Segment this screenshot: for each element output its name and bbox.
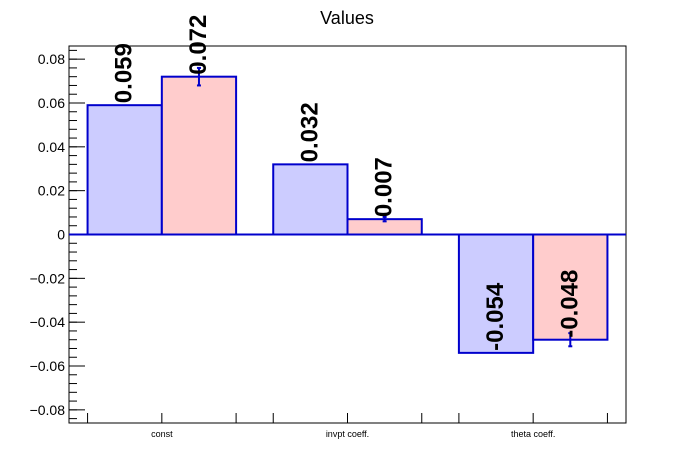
data-label: 0.059	[111, 43, 138, 103]
x-tick-label: const	[151, 429, 173, 439]
y-tick-label: 0.06	[38, 95, 65, 111]
chart-title: Values	[320, 8, 374, 28]
data-label: 0.007	[371, 157, 398, 217]
bars	[86, 66, 609, 354]
value-labels: 0.059 0.032 -0.054 0.072 0.007 -0.048	[111, 15, 584, 351]
data-label: -0.048	[556, 270, 583, 338]
x-axis: const invpt coeff. theta coeff.	[87, 413, 608, 439]
x-tick-label: invpt coeff.	[326, 429, 369, 439]
bar	[272, 163, 349, 236]
y-tick-label: −0.08	[30, 402, 66, 418]
y-tick-label: −0.04	[30, 314, 66, 330]
x-tick-label: theta coeff.	[511, 429, 555, 439]
y-tick-label: −0.06	[30, 358, 66, 374]
y-tick-label: 0	[57, 227, 65, 243]
bar	[457, 233, 535, 354]
data-label: -0.054	[482, 282, 509, 351]
data-label: 0.072	[185, 15, 212, 75]
bar	[160, 75, 238, 236]
y-tick-label: 0.04	[38, 139, 65, 155]
y-tick-label: 0.08	[38, 51, 65, 67]
bar	[86, 104, 163, 236]
y-tick-label: 0.02	[38, 183, 65, 199]
y-tick-label: −0.02	[30, 270, 66, 286]
data-label: 0.032	[296, 102, 323, 162]
